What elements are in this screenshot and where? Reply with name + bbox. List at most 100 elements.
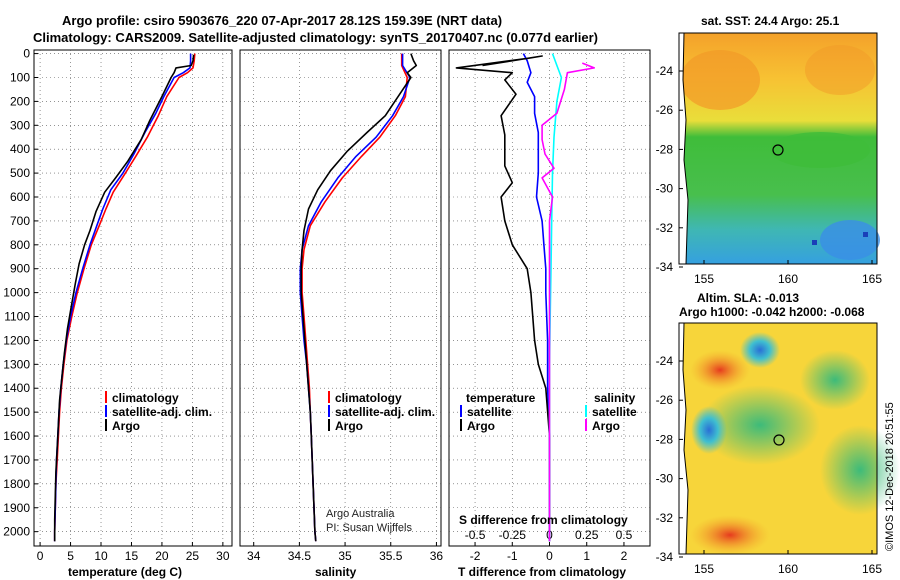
x-tick-label: 34.5	[288, 549, 312, 563]
map-lat-label: -28	[656, 432, 674, 446]
series-line-temperature-satellite	[522, 53, 551, 542]
map-lat-label: -32	[656, 511, 674, 525]
difference-lines	[455, 53, 595, 542]
legend-climatology: climatology	[112, 391, 179, 405]
pressure-tick-label: 700	[10, 214, 30, 228]
map-lat-label: -32	[656, 221, 674, 235]
sst-map-frame	[678, 32, 878, 265]
legend-satellite: satellite-adj. clim.	[335, 405, 435, 419]
imos-stamp: ©IMOS 12-Dec-2018 20:51:55	[884, 402, 896, 551]
sst-map-title: sat. SST: 24.4 Argo: 25.1	[701, 14, 840, 28]
sla-low-eddy	[691, 406, 727, 454]
pressure-tick-label: 200	[10, 94, 30, 108]
pressure-tick-label: 1200	[3, 333, 30, 347]
sla-map-title-2: Argo h1000: -0.042 h2000: -0.068	[679, 305, 865, 319]
series-line-argo	[53, 54, 195, 542]
sla-high-patch	[690, 515, 770, 555]
sst-warm-patch	[680, 50, 760, 110]
series-line-satellite-adj-clim	[299, 53, 411, 542]
sla-high-patch	[690, 350, 750, 390]
pressure-tick-label: 500	[10, 166, 30, 180]
sst-map-ticks: -24 -26 -28 -30 -32 -34 155 160 165	[656, 64, 883, 286]
legend-climatology: climatology	[335, 391, 402, 405]
sla-map-ticks: -24 -26 -28 -30 -32 -34 155 160 165	[656, 354, 883, 576]
x-tick-label: 10	[94, 549, 108, 563]
pressure-tick-label: 1100	[4, 310, 30, 324]
legend-swatch-t-argo	[460, 419, 462, 431]
pressure-tick-label: 0	[23, 47, 30, 61]
map-lat-label: -34	[656, 260, 674, 274]
series-line-climatology	[301, 53, 408, 542]
pressure-tick-label: 1800	[3, 477, 30, 491]
sst-map	[678, 32, 880, 265]
sla-low-eddy	[740, 332, 780, 368]
x-tick-label: -1	[507, 549, 518, 563]
legend-swatch-argo	[105, 419, 107, 431]
legend-argo: Argo	[335, 419, 363, 433]
pressure-tick-label: 1400	[3, 381, 30, 395]
secondary-x-tick-label: 0.5	[616, 528, 633, 542]
legend-t-argo: Argo	[467, 419, 495, 433]
pressure-tick-label: 1700	[3, 453, 30, 467]
pressure-tick-label: 300	[10, 118, 30, 132]
sla-green-patch	[820, 425, 900, 515]
x-tick-label: 25	[186, 549, 200, 563]
argo-float-marker	[772, 144, 784, 156]
pressure-tick-label: 400	[10, 142, 30, 156]
pressure-tick-label: 1900	[3, 501, 30, 515]
legend-swatch-climatology	[328, 391, 330, 403]
series-line-salinity-argo	[541, 62, 595, 542]
map-lon-label: 160	[778, 272, 798, 286]
secondary-x-tick-label: -0.25	[499, 528, 527, 542]
sla-map-frame	[678, 322, 878, 555]
legend-swatch-satellite	[328, 405, 330, 417]
pressure-tick-label: 100	[10, 70, 30, 84]
temperature-xlabel: temperature (deg C)	[68, 565, 182, 579]
pressure-tick-label: 800	[10, 238, 30, 252]
salinity-grid	[240, 50, 441, 546]
sla-green-patch	[700, 385, 820, 465]
legend-t-satellite: satellite	[467, 405, 512, 419]
map-lat-label: -26	[656, 393, 674, 407]
temperature-lines	[53, 53, 196, 542]
map-lon-label: 160	[778, 562, 798, 576]
sst-cool-patch	[820, 220, 880, 260]
legend-swatch-argo	[328, 419, 330, 431]
sst-warm-patch	[805, 45, 875, 95]
credit-argo-australia: Argo Australia	[326, 508, 395, 520]
legend-temperature-title: temperature	[466, 391, 536, 405]
series-line-satellite-adj-clim	[53, 53, 192, 542]
credit-pi: PI: Susan Wijffels	[326, 522, 412, 534]
x-tick-label: 5	[67, 549, 74, 563]
difference-secondary-x-ticks: -0.5 -0.25 0 0.25 0.5	[465, 528, 633, 542]
map-lon-label: 165	[862, 562, 882, 576]
difference-top-xlabel: S difference from climatology	[459, 513, 628, 527]
salinity-panel-frame	[239, 49, 442, 547]
x-tick-label: 15	[125, 549, 139, 563]
legend-swatch-s-argo	[585, 419, 587, 431]
legend-argo: Argo	[112, 419, 140, 433]
x-tick-label: 1	[583, 549, 590, 563]
pressure-tick-label: 900	[10, 262, 30, 276]
header-line-2: Climatology: CARS2009. Satellite-adjuste…	[33, 30, 598, 45]
legend-s-argo: Argo	[592, 419, 620, 433]
pressure-tick-label: 1000	[3, 286, 30, 300]
x-tick-label: 36	[430, 549, 444, 563]
x-tick-label: 34	[247, 549, 261, 563]
difference-legend: temperature salinity satellite Argo sate…	[460, 391, 637, 433]
sla-map-title-1: Altim. SLA: -0.013	[697, 291, 799, 305]
map-lat-label: -28	[656, 142, 674, 156]
pressure-tick-label: 2000	[3, 525, 30, 539]
x-tick-label: -2	[470, 549, 481, 563]
x-tick-label: 35.5	[379, 549, 403, 563]
salinity-legend: climatology satellite-adj. clim. Argo	[328, 391, 435, 433]
map-lon-label: 155	[694, 272, 714, 286]
temperature-x-ticks: 0 5 10 15 20 25 30	[37, 542, 230, 563]
salinity-xlabel: salinity	[315, 565, 357, 579]
legend-swatch-s-satellite	[585, 405, 587, 417]
sla-green-patch	[800, 350, 870, 410]
map-lon-label: 165	[862, 272, 882, 286]
map-lat-label: -30	[656, 182, 674, 196]
pressure-axis-ticks: 0 100 200 300 400 500 600 700 800 900 1000 1100 1200…	[3, 47, 38, 539]
